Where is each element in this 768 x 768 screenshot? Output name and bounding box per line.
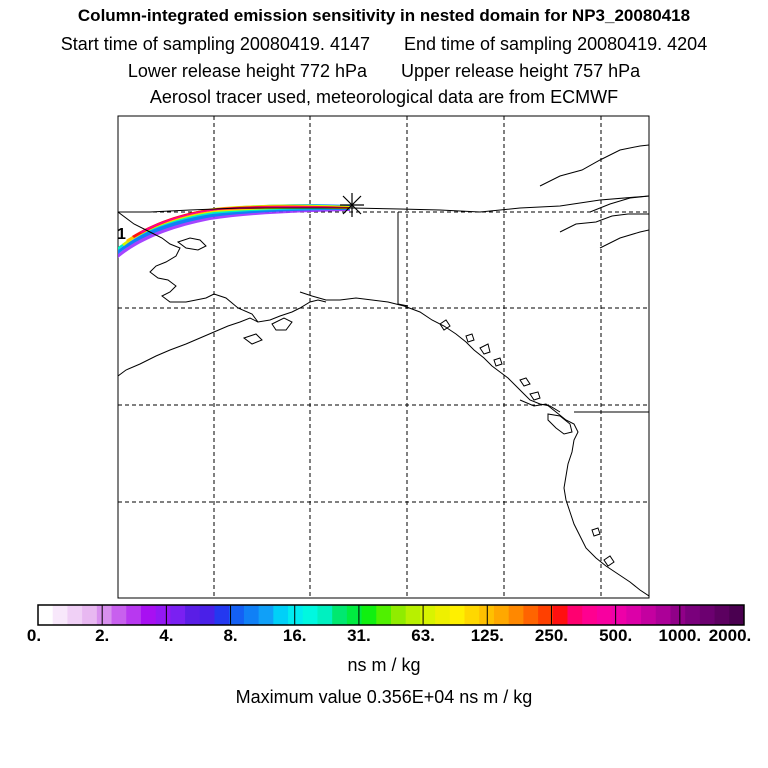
graticule — [118, 116, 649, 598]
lower-release-height-label: Lower release height 772 hPa — [127, 61, 367, 81]
legend-color-cell — [464, 605, 480, 625]
legend-color-cell — [243, 605, 260, 625]
legend-color-cell — [229, 605, 245, 625]
subtitle: Aerosol tracer used, meteorological data… — [149, 87, 619, 107]
legend-tick-label: 250. — [534, 626, 568, 645]
legend-color-cell — [332, 605, 348, 625]
legend-color-cell — [302, 605, 318, 625]
legend-color-cell — [258, 605, 274, 625]
legend-color-cell — [611, 605, 627, 625]
legend-color-cell — [582, 605, 598, 625]
legend-color-cell — [435, 605, 451, 625]
legend-color-cell — [170, 605, 186, 625]
legend-units: ns m / kg — [347, 655, 421, 675]
release-location-marker — [340, 193, 364, 217]
legend-tick-label: 2000. — [708, 626, 752, 645]
legend-tick-label: 500. — [599, 626, 633, 645]
legend-color-cell — [126, 605, 142, 625]
legend-color-cell — [273, 605, 289, 625]
legend-color-cell — [288, 605, 304, 625]
legend-tick-label: 125. — [470, 626, 504, 645]
legend-tick-label: 2. — [95, 626, 110, 645]
legend-tick-label: 31. — [347, 626, 371, 645]
legend-color-cell — [699, 605, 716, 625]
map-frame — [117, 115, 650, 599]
legend-color-cell — [361, 605, 377, 625]
legend-color-cell — [96, 605, 113, 625]
legend-tick-label: 0. — [26, 626, 42, 645]
legend-color-cell — [596, 605, 613, 625]
legend-color-cell — [420, 605, 436, 625]
end-time-label: End time of sampling 20080419. 4204 — [403, 34, 708, 54]
legend-color-cell — [391, 605, 407, 625]
legend-color-cell — [714, 605, 730, 625]
legend-color-cell — [38, 605, 54, 625]
plume-label: 1 — [117, 226, 126, 243]
legend-color-cell — [567, 605, 583, 625]
upper-release-height-label: Upper release height 757 hPa — [401, 61, 641, 81]
legend-color-cell — [82, 605, 98, 625]
legend-color-cell — [626, 605, 642, 625]
sampling-times: Start time of sampling 20080419. 4147 End… — [0, 34, 768, 55]
chart-title: Column-integrated emission sensitivity i… — [77, 6, 691, 25]
legend-frame — [37, 604, 745, 626]
legend-color-cell — [317, 605, 333, 625]
legend-tick-label: 1000. — [658, 626, 702, 645]
maximum-value-label: Maximum value 0.356E+04 ns m / kg — [235, 687, 533, 707]
legend-color-cell — [111, 605, 127, 625]
legend-tick-label: 63. — [411, 626, 435, 645]
release-heights: Lower release height 772 hPa Upper releas… — [0, 61, 768, 82]
legend-color-cell — [538, 605, 554, 625]
start-time-label: Start time of sampling 20080419. 4147 — [60, 34, 370, 54]
legend-color-cell — [346, 605, 363, 625]
legend-color-cell — [214, 605, 230, 625]
legend-color-cell — [155, 605, 171, 625]
legend-color-cell — [199, 605, 215, 625]
legend-color-cell — [52, 605, 68, 625]
emission-plume — [118, 204, 350, 258]
legend-color-cell — [685, 605, 701, 625]
legend-color-cell — [508, 605, 524, 625]
legend-color-cell — [655, 605, 671, 625]
legend-tick-label: 8. — [223, 626, 238, 645]
legend-color-cell — [641, 605, 657, 625]
legend-color-cell — [449, 605, 466, 625]
legend-color-cell — [67, 605, 83, 625]
legend-colorbar — [38, 605, 745, 625]
legend-color-cell — [376, 605, 392, 625]
legend-color-cell — [670, 605, 686, 625]
legend-color-cell — [493, 605, 510, 625]
legend-color-cell — [140, 605, 157, 625]
legend-tick-label: 16. — [282, 626, 307, 645]
legend-color-cell — [552, 605, 568, 625]
coastlines — [118, 144, 649, 597]
legend-color-cell — [405, 605, 421, 625]
legend-tick-label: 4. — [159, 626, 174, 645]
legend-color-cell — [729, 605, 745, 625]
legend-color-cell — [185, 605, 201, 625]
legend-color-cell — [523, 605, 539, 625]
